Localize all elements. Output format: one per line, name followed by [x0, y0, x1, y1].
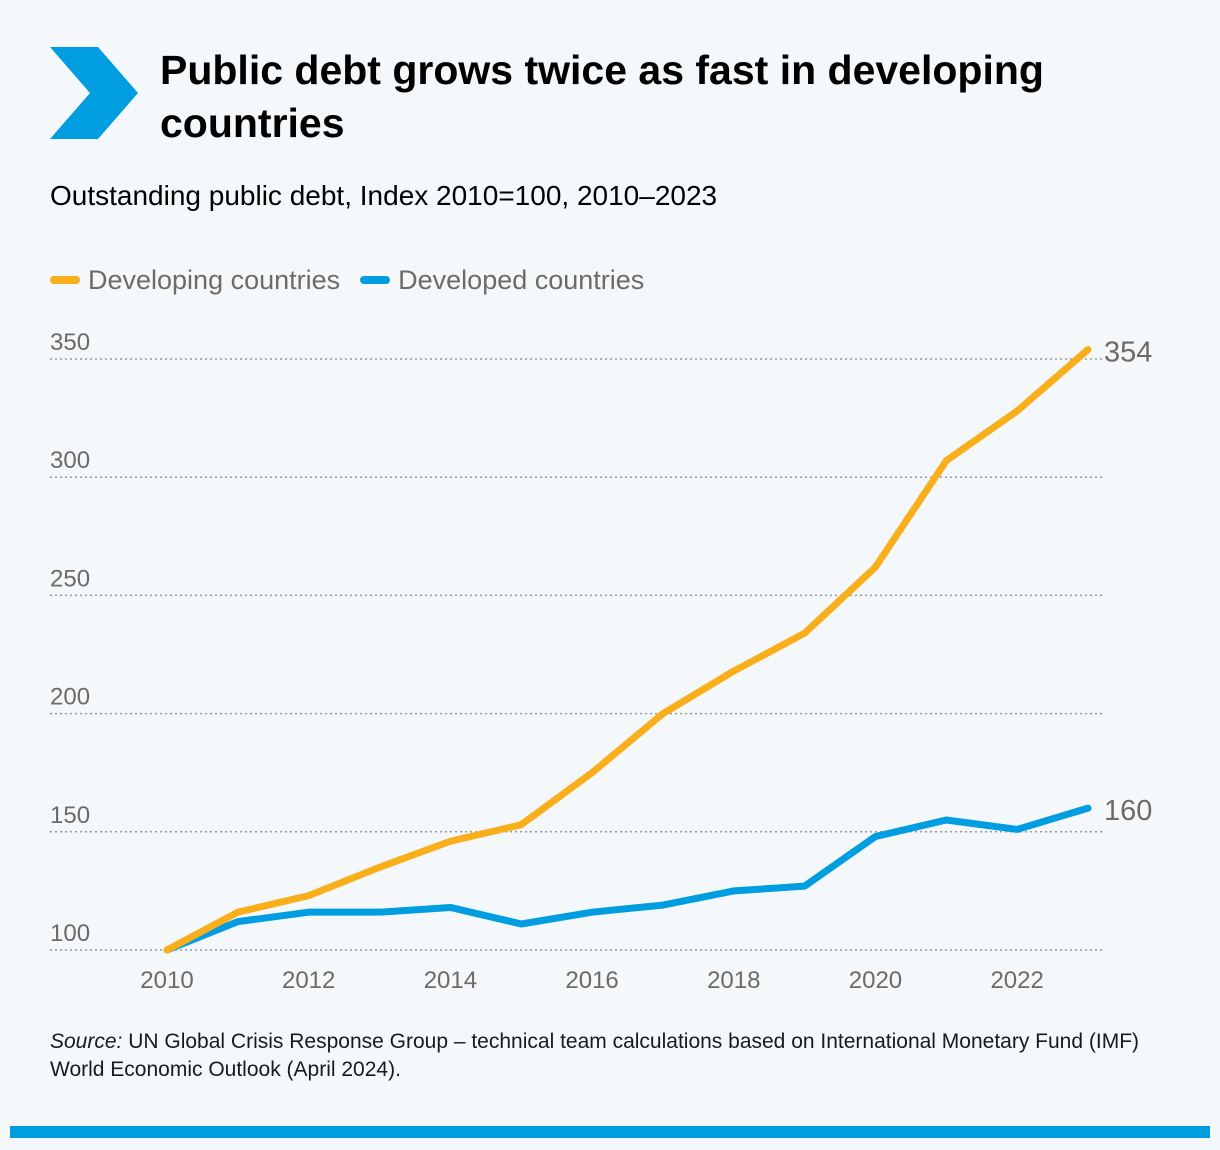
- legend-item-developing: Developing countries: [50, 265, 340, 296]
- series-line-developing-countries: [163, 346, 1092, 954]
- chart-subtitle: Outstanding public debt, Index 2010=100,…: [50, 180, 718, 211]
- y-tick-label-350: 350: [50, 329, 90, 356]
- bottom-accent-bar: [10, 1126, 1210, 1138]
- end-label-developing-countries: 354: [1104, 337, 1152, 369]
- x-tick-label-2010: 2010: [140, 967, 193, 994]
- y-tick-label-300: 300: [50, 447, 90, 474]
- series-line-developed-countries: [163, 804, 1092, 954]
- chevron-right-icon: [50, 47, 138, 139]
- y-tick-label-200: 200: [50, 684, 90, 711]
- chart-legend: Developing countries Developed countries: [50, 260, 664, 300]
- x-tick-label-2012: 2012: [282, 967, 335, 994]
- x-tick-label-2020: 2020: [849, 967, 902, 994]
- x-tick-label-2018: 2018: [707, 967, 760, 994]
- legend-item-developed: Developed countries: [360, 265, 644, 296]
- y-tick-label-150: 150: [50, 802, 90, 829]
- source-text: UN Global Crisis Response Group – techni…: [50, 1030, 1140, 1081]
- legend-swatch-developing: [50, 276, 80, 284]
- x-tick-label-2014: 2014: [424, 967, 477, 994]
- source-note: Source: UN Global Crisis Response Group …: [50, 1028, 1170, 1084]
- chart-title: Public debt grows twice as fast in devel…: [160, 47, 1044, 146]
- grid-layer: [50, 358, 1102, 951]
- y-tick-label-100: 100: [50, 920, 90, 947]
- end-label-developed-countries: 160: [1104, 795, 1152, 827]
- x-tick-label-2022: 2022: [990, 967, 1043, 994]
- end-labels-layer: 354 160: [1104, 337, 1152, 828]
- x-tick-label-2016: 2016: [565, 967, 618, 994]
- legend-label-developed: Developed countries: [398, 264, 645, 295]
- source-prefix: Source:: [50, 1030, 123, 1053]
- x-axis-tick-labels: 2010 2012 2014 2016 2018 2020 2022: [140, 967, 1044, 994]
- legend-label-developing: Developing countries: [88, 264, 341, 295]
- series-layer: [163, 346, 1092, 954]
- legend-swatch-developed: [360, 276, 391, 284]
- y-axis-tick-labels: 100 150 200 250 300 350: [50, 329, 90, 947]
- y-tick-label-250: 250: [50, 565, 90, 592]
